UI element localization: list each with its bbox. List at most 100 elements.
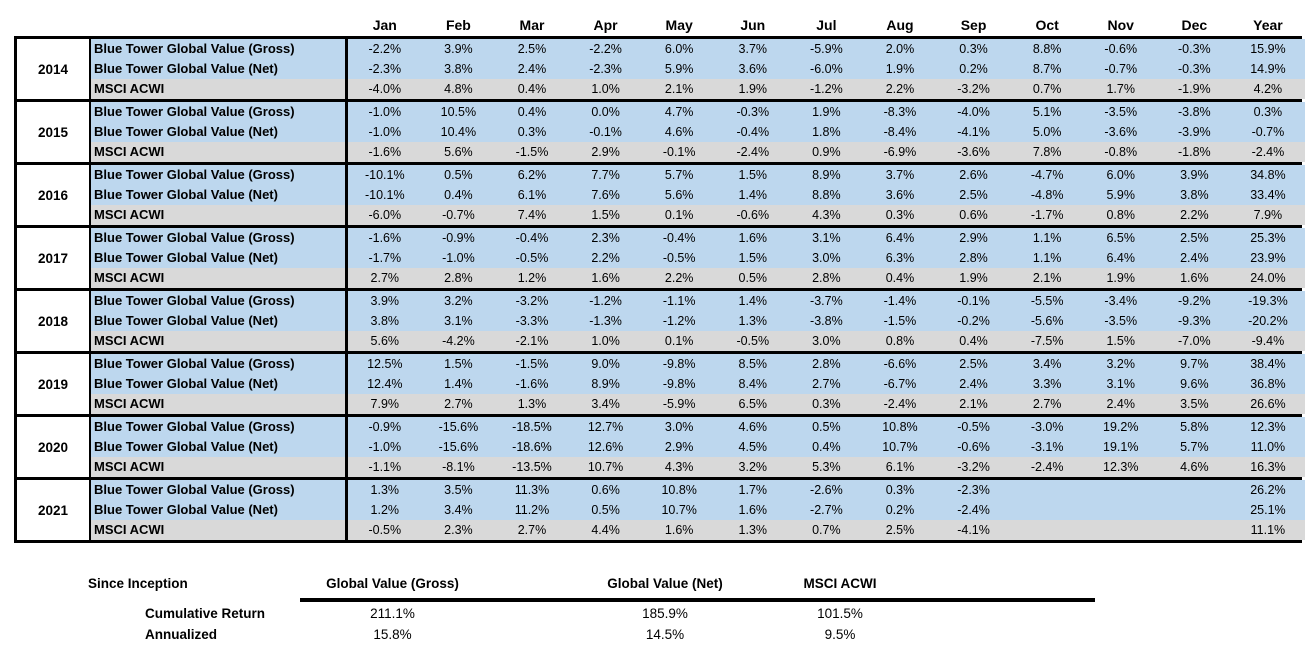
series-label: Blue Tower Global Value (Net) [91, 248, 348, 268]
return-cell: -18.6% [495, 437, 569, 457]
return-cell: -1.0% [348, 122, 422, 142]
series-label: MSCI ACWI [91, 142, 348, 162]
return-cell: 2.7% [348, 268, 422, 288]
return-cell: -7.0% [1157, 331, 1232, 351]
return-cell: 6.0% [642, 39, 716, 59]
return-cell: -2.2% [568, 39, 643, 59]
return-cell: -7.5% [1010, 331, 1084, 351]
return-cell: -0.4% [495, 228, 569, 248]
return-cell: 1.9% [936, 268, 1011, 288]
return-cell: -1.5% [863, 311, 937, 331]
return-cell: -3.2% [495, 291, 569, 311]
return-cell: -1.1% [642, 291, 716, 311]
return-cell: 7.7% [568, 165, 643, 185]
return-cell: -4.0% [936, 102, 1011, 122]
summary-column-header-gross: Global Value (Gross) [326, 576, 459, 591]
return-cell: 1.4% [421, 374, 496, 394]
return-cell: 0.6% [936, 205, 1011, 225]
return-cell: 2.9% [936, 228, 1011, 248]
month-header-jul: Jul [816, 17, 837, 33]
return-cell: 2.7% [789, 374, 864, 394]
return-cell: 2.8% [421, 268, 496, 288]
return-cell: 11.0% [1231, 437, 1305, 457]
return-cell: 3.9% [348, 291, 422, 311]
return-cell: 9.0% [568, 354, 643, 374]
return-cell: -1.1% [348, 457, 422, 477]
return-cell: 3.2% [421, 291, 496, 311]
return-cell: -2.4% [863, 394, 937, 414]
month-header-apr: Apr [593, 17, 618, 33]
series-label: Blue Tower Global Value (Gross) [91, 228, 348, 248]
summary-column-header-msci: MSCI ACWI [803, 576, 877, 591]
return-cell [1010, 500, 1084, 520]
return-cell: 2.2% [642, 268, 716, 288]
return-cell: 25.3% [1231, 228, 1305, 248]
return-cell: -4.7% [1010, 165, 1084, 185]
month-header-year: Year [1253, 17, 1283, 33]
return-cell: 0.3% [1231, 102, 1305, 122]
return-cell: 0.0% [568, 102, 643, 122]
return-cell: 4.7% [642, 102, 716, 122]
return-cell: 25.1% [1231, 500, 1305, 520]
return-cell: 12.3% [1231, 417, 1305, 437]
series-label: Blue Tower Global Value (Gross) [91, 417, 348, 437]
return-cell: 6.4% [863, 228, 937, 248]
return-cell: 16.3% [1231, 457, 1305, 477]
return-cell: 6.1% [863, 457, 937, 477]
series-label: Blue Tower Global Value (Gross) [91, 291, 348, 311]
return-cell: 10.7% [642, 500, 716, 520]
return-cell: 0.1% [642, 205, 716, 225]
year-label: 2020 [17, 417, 91, 477]
return-cell: 0.4% [421, 185, 496, 205]
year-label: 2015 [17, 102, 91, 162]
return-cell [1010, 480, 1084, 500]
return-cell: 1.1% [1010, 228, 1084, 248]
return-cell: 5.8% [1157, 417, 1232, 437]
return-cell: 2.7% [421, 394, 496, 414]
return-cell: 26.2% [1231, 480, 1305, 500]
return-cell: 2.4% [936, 374, 1011, 394]
return-cell: 8.9% [568, 374, 643, 394]
return-cell: 3.9% [1157, 165, 1232, 185]
return-cell: 4.6% [642, 122, 716, 142]
series-label: Blue Tower Global Value (Net) [91, 59, 348, 79]
return-cell: 1.9% [715, 79, 790, 99]
return-cell: -0.3% [715, 102, 790, 122]
return-cell: 10.7% [863, 437, 937, 457]
return-cell: 0.4% [863, 268, 937, 288]
return-cell: -3.8% [789, 311, 864, 331]
return-cell: 4.3% [789, 205, 864, 225]
return-cell: 0.7% [1010, 79, 1084, 99]
year-block-2015: 2015 Blue Tower Global Value (Gross) -1.0%… [14, 102, 1305, 165]
return-cell: -3.4% [1083, 291, 1158, 311]
cumulative-return-net: 185.9% [642, 606, 688, 621]
return-cell [1157, 520, 1232, 540]
return-cell: 2.5% [495, 39, 569, 59]
return-cell: 0.5% [421, 165, 496, 185]
return-cell: 2.2% [863, 79, 937, 99]
return-cell: 2.1% [642, 79, 716, 99]
return-cell: 0.3% [936, 39, 1011, 59]
month-header-may: May [665, 17, 693, 33]
return-cell: 4.8% [421, 79, 496, 99]
return-cell: 3.4% [568, 394, 643, 414]
annualized-msci: 9.5% [824, 627, 856, 642]
series-label: MSCI ACWI [91, 331, 348, 351]
year-block-2021: 2021 Blue Tower Global Value (Gross) 1.3% 3… [14, 480, 1305, 543]
return-cell: 12.6% [568, 437, 643, 457]
return-cell: 0.5% [789, 417, 864, 437]
return-cell: -1.8% [1157, 142, 1232, 162]
return-cell: 10.8% [863, 417, 937, 437]
return-cell: -1.6% [348, 228, 422, 248]
series-label: MSCI ACWI [91, 268, 348, 288]
return-cell: -3.5% [1083, 102, 1158, 122]
return-cell: 1.5% [715, 248, 790, 268]
cumulative-return-label: Cumulative Return [145, 606, 266, 621]
return-cell: -4.8% [1010, 185, 1084, 205]
return-cell: -3.6% [936, 142, 1011, 162]
return-cell: 3.8% [421, 59, 496, 79]
return-cell: -15.6% [421, 437, 496, 457]
return-cell: -5.9% [789, 39, 864, 59]
return-cell: -1.0% [348, 437, 422, 457]
return-cell: 2.9% [568, 142, 643, 162]
